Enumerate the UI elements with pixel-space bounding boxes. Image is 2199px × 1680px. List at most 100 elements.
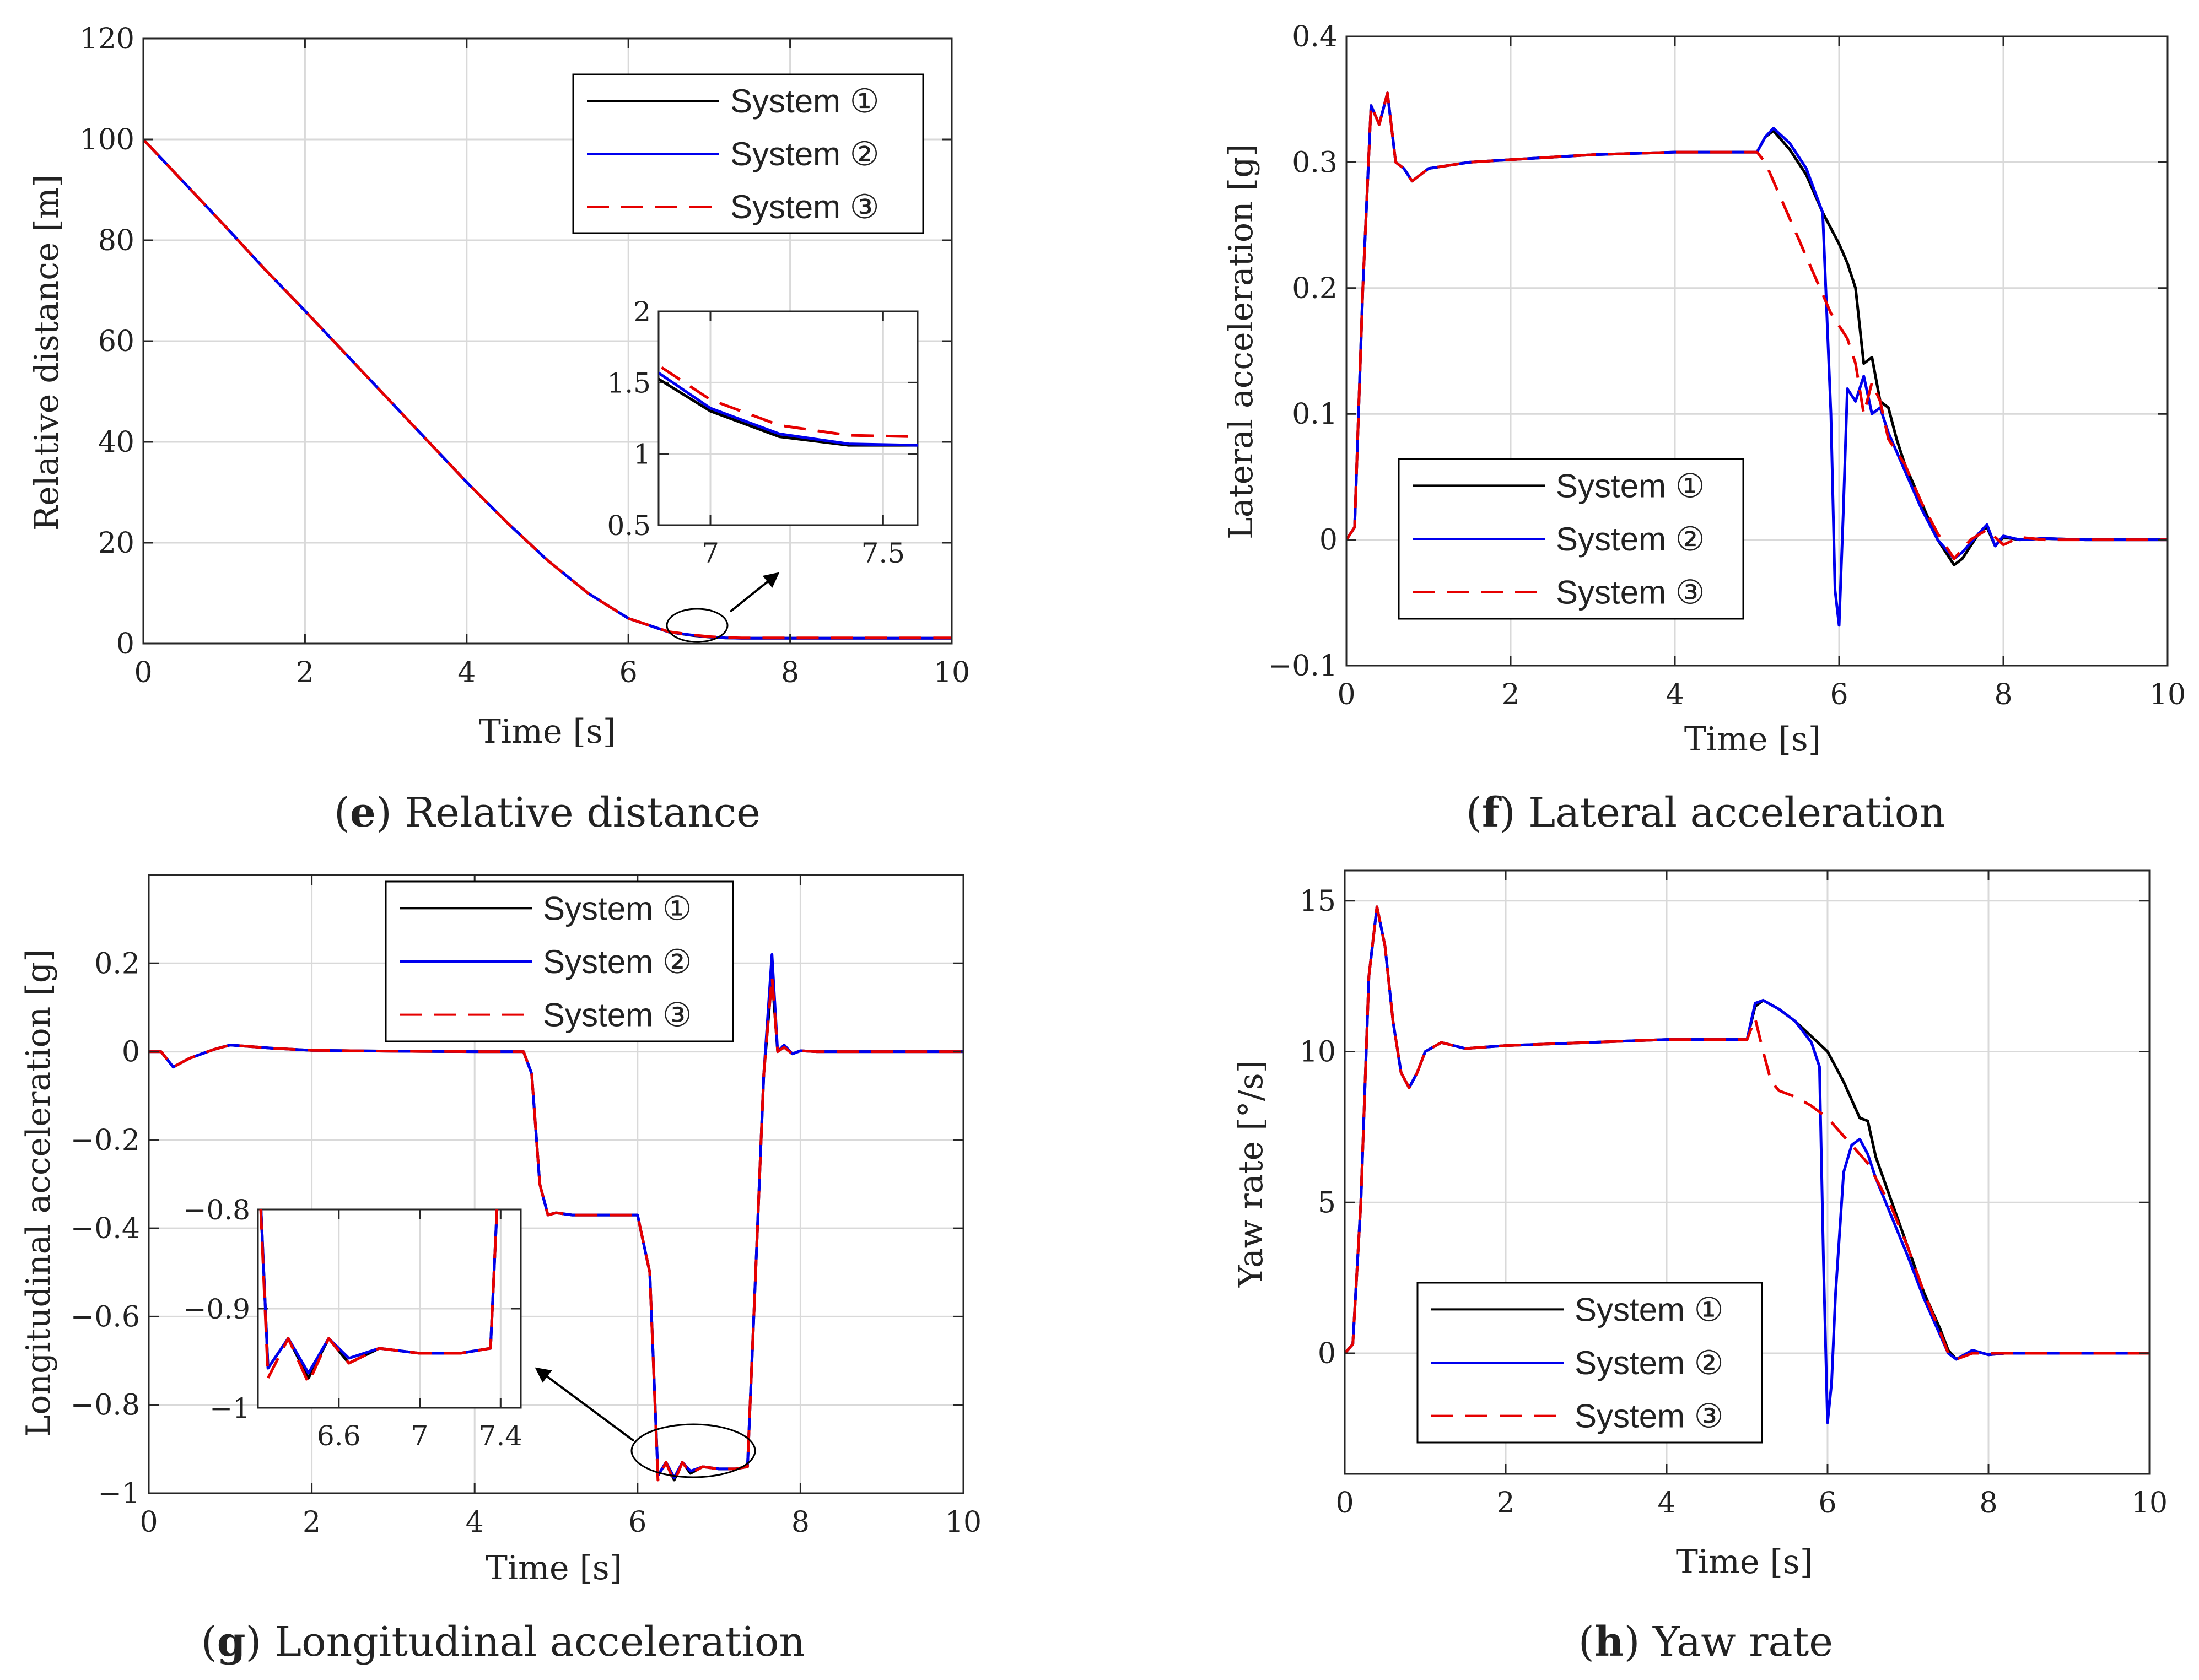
series-line-system-2 — [260, 1209, 499, 1375]
x-tick-label: 10 — [934, 656, 970, 689]
y-tick-label: 80 — [98, 224, 134, 257]
y-tick-label: −0.6 — [71, 1300, 140, 1333]
y-tick-label: 120 — [80, 23, 134, 56]
x-tick-label: 7.4 — [479, 1420, 523, 1452]
caption: (h) Yaw rate — [1578, 1618, 1833, 1666]
series-layer — [143, 138, 952, 640]
legend: System ① System ② System ③ — [385, 880, 734, 1042]
legend-label-system-2: System ② — [730, 136, 880, 172]
legend-label-system-2: System ② — [1575, 1344, 1724, 1381]
x-tick-label: 4 — [1666, 678, 1684, 711]
y-tick-label: 0.2 — [1292, 272, 1338, 305]
y-tick-label: 60 — [98, 325, 134, 358]
legend-label-system-1: System ① — [1575, 1291, 1724, 1328]
x-tick-label: 0 — [139, 1506, 158, 1539]
x-tick-label: 4 — [466, 1506, 484, 1539]
y-tick-label: −0.2 — [71, 1124, 140, 1157]
legend-label-system-3: System ③ — [730, 188, 880, 225]
legend-label-system-2: System ② — [543, 943, 692, 980]
zoom-ellipse — [630, 1423, 756, 1478]
plot-frame — [1345, 35, 2169, 667]
axes: 0 2 4 6 8 10−0.100.10.20.30.4 — [1268, 20, 2186, 711]
y-axis-label: Lateral acceleration [g] — [1222, 144, 1260, 539]
caption-letter: h — [1594, 1618, 1624, 1666]
x-tick-label: 0 — [1337, 678, 1355, 711]
inset-background — [659, 311, 918, 525]
y-tick-label: 1.5 — [607, 367, 651, 399]
x-tick-label: 2 — [296, 656, 314, 689]
legend: System ① System ② System ③ — [1416, 1282, 1763, 1444]
series-line-system-3 — [1345, 905, 2149, 1361]
caption-letter: e — [350, 789, 376, 836]
y-tick-label: −0.4 — [71, 1212, 140, 1245]
legend-label-system-3: System ③ — [543, 997, 692, 1034]
y-tick-label: −0.8 — [71, 1389, 140, 1422]
x-tick-label: 0 — [134, 656, 152, 689]
x-tick-label: 2 — [1496, 1487, 1514, 1520]
inset-series — [259, 1209, 499, 1385]
y-tick-label: −0.9 — [184, 1293, 250, 1325]
inset-axes: 6.6 7 7.4 −1 −0.9 −0.8 — [184, 1194, 522, 1452]
zoom-ellipse — [666, 608, 729, 643]
axes: 0 2 4 6 8 10 0 5 10 15 — [1300, 869, 2168, 1520]
x-tick-label: 10 — [2149, 678, 2186, 711]
y-tick-label: 20 — [98, 527, 134, 560]
x-tick-label: 2 — [303, 1506, 321, 1539]
zoom-arrow — [535, 1367, 635, 1442]
x-tick-label: 4 — [457, 656, 476, 689]
x-tick-label: 6 — [1830, 678, 1848, 711]
y-axis-label: Relative distance [m] — [28, 175, 66, 531]
y-axis-label: Longitudinal acceleration [g] — [19, 949, 58, 1436]
plot-frame — [657, 310, 919, 526]
x-tick-label: 8 — [1979, 1487, 1997, 1520]
x-tick-label: 6 — [1818, 1487, 1836, 1520]
y-tick-label: 40 — [98, 426, 134, 459]
series-line-system-2 — [659, 371, 918, 447]
y-tick-label: 10 — [1300, 1036, 1336, 1069]
caption-text: Lateral acceleration — [1528, 789, 1945, 836]
y-tick-label: 0 — [1319, 524, 1338, 557]
panel-longitudinal-acceleration: 0 2 4 6 8 10 −1 −0.8 −0.6 −0.4 −0.2 0 0.2 6.6 7 7.4 −1 −… — [19, 874, 982, 1666]
y-tick-label: −1 — [98, 1477, 140, 1510]
legend-label-system-2: System ② — [1556, 521, 1705, 558]
x-tick-label: 6 — [619, 656, 638, 689]
x-tick-label: 8 — [781, 656, 799, 689]
y-tick-label: 0.5 — [607, 510, 651, 542]
x-axis-label: Time [s] — [1684, 720, 1821, 759]
panel-lateral-acceleration: 0 2 4 6 8 10−0.100.10.20.30.4 System ①System … — [1222, 20, 2186, 836]
x-tick-label: 0 — [1335, 1487, 1354, 1520]
x-axis-label: Time [s] — [486, 1549, 622, 1587]
legend-label-system-1: System ① — [730, 83, 880, 120]
series-layer — [1345, 905, 2149, 1424]
y-tick-label: 0.3 — [1292, 146, 1338, 179]
axes: 0 2 4 6 8 10 −1 −0.8 −0.6 −0.4 −0.2 0 0.2 — [71, 874, 982, 1539]
caption-letter: f — [1482, 789, 1502, 836]
x-tick-label: 6 — [628, 1506, 646, 1539]
y-axis-label: Yaw rate [°/s] — [1232, 1060, 1270, 1288]
series-layer — [1346, 91, 2168, 627]
caption-letter: g — [217, 1618, 246, 1666]
y-tick-label: −1 — [209, 1392, 250, 1424]
panel-yaw-rate: 0 2 4 6 8 10 0 5 10 15 System ① System ② System ③ T… — [1232, 869, 2168, 1666]
inset: 7 7.5 0.5 1 1.5 2 — [607, 296, 919, 643]
inset-axes: 7 7.5 0.5 1 1.5 2 — [607, 296, 919, 569]
y-tick-label: −0.1 — [1268, 650, 1338, 683]
caption: (e) Relative distance — [334, 789, 761, 836]
caption: (f) Lateral acceleration — [1466, 789, 1945, 836]
legend: System ① System ② System ③ — [572, 73, 924, 234]
x-tick-label: 8 — [1994, 678, 2012, 711]
x-axis-label: Time [s] — [1676, 1543, 1813, 1581]
x-tick-label: 7 — [702, 537, 719, 569]
legend-label-system-1: System ① — [1556, 467, 1705, 504]
legend-label-system-3: System ③ — [1556, 574, 1705, 611]
x-tick-label: 7 — [411, 1420, 429, 1452]
y-tick-label: 15 — [1300, 885, 1336, 918]
y-tick-label: 1 — [633, 439, 651, 471]
zoom-arrow — [729, 572, 780, 613]
caption-text: Longitudinal acceleration — [274, 1618, 805, 1666]
inset: 6.6 7 7.4 −1 −0.9 −0.8 — [184, 1194, 756, 1478]
x-tick-label: 7.5 — [861, 537, 906, 569]
plot-frame — [1344, 869, 2151, 1475]
